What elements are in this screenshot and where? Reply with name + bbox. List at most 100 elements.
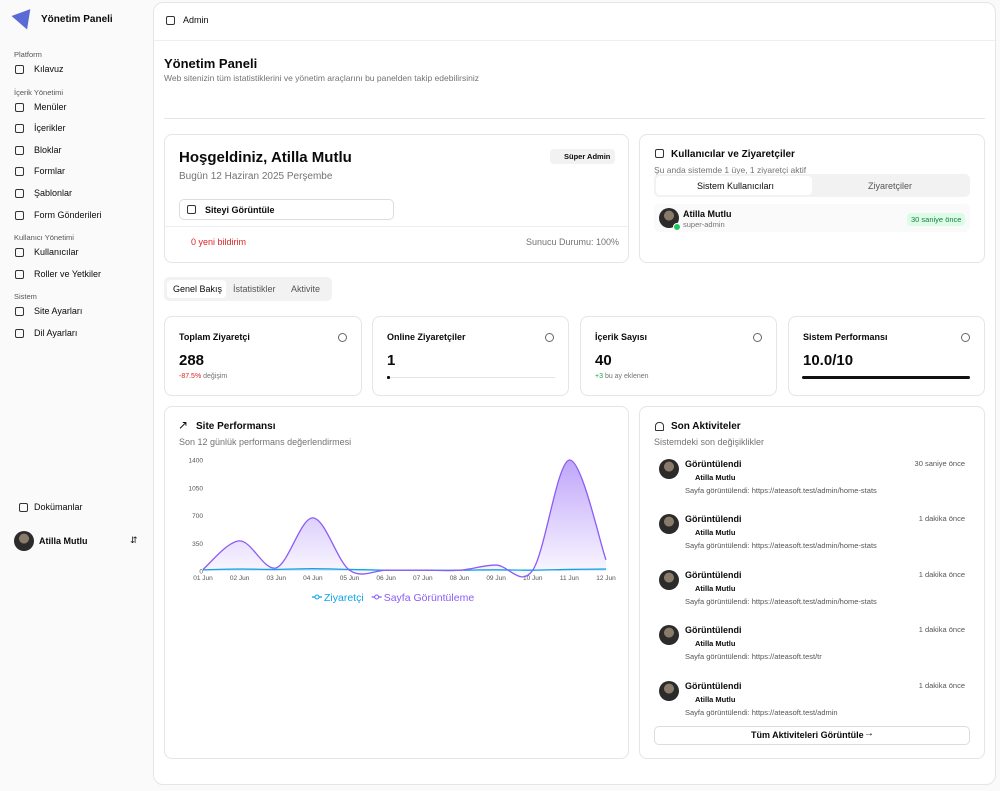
legend-swatch	[375, 595, 379, 599]
x-tick-label: 01 Jun	[193, 575, 213, 582]
x-tick-label: 11 Jun	[560, 575, 579, 582]
stat-value: 1	[387, 352, 395, 369]
icon	[655, 149, 664, 158]
legend-label: Sayfa Görüntüleme	[384, 592, 475, 604]
nav-item[interactable]: Site Ayarları	[34, 306, 82, 316]
page-title: Yönetim Paneli	[164, 56, 257, 71]
activities-title: Son Aktiviteler	[671, 421, 741, 432]
users-title: Kullanıcılar ve Ziyaretçiler	[671, 149, 795, 160]
chevron: ⇵	[130, 535, 138, 546]
group-label: Platform	[14, 50, 42, 59]
button-label[interactable]: Tüm Aktiviteleri Görüntüle	[751, 730, 864, 740]
icon	[15, 65, 24, 74]
icon	[15, 307, 24, 316]
stat-change-value: -87.5%	[179, 373, 201, 380]
stat-label: Sistem Performansı	[803, 332, 888, 342]
y-tick-label: 350	[192, 541, 203, 548]
page-subtitle: Web sitenizin tüm istatistiklerini ve yö…	[164, 73, 479, 83]
stat-card	[372, 316, 569, 396]
x-tick-label: 05 Jun	[340, 575, 360, 582]
stat-change-value: +3	[595, 373, 603, 380]
online-dot	[673, 223, 681, 231]
activity-user: Atilla Mutlu	[695, 473, 735, 482]
icon	[753, 333, 762, 342]
divider	[165, 226, 628, 227]
arrow: →	[864, 728, 874, 739]
avatar	[659, 459, 679, 479]
activity-action: Görüntülendi	[685, 681, 742, 691]
stat-change-text: değişim	[203, 373, 227, 380]
activity-user: Atilla Mutlu	[695, 528, 735, 537]
activity-user: Atilla Mutlu	[695, 584, 735, 593]
button-label[interactable]: Siteyi Görüntüle	[205, 205, 275, 215]
icon	[19, 503, 28, 512]
tab[interactable]: Sistem Kullanıcıları	[697, 181, 774, 191]
stat-label: Toplam Ziyaretçi	[179, 332, 250, 342]
y-tick-label: 700	[192, 513, 203, 520]
activities-subtitle: Sistemdeki son değişiklikler	[654, 437, 764, 447]
nav-item[interactable]: Menüler	[34, 102, 67, 112]
group-label: İçerik Yönetimi	[14, 88, 63, 97]
progress-dot	[387, 376, 390, 379]
user-role: super-admin	[683, 220, 725, 229]
icon	[15, 124, 24, 133]
nav-item[interactable]: Şablonlar	[34, 188, 72, 198]
user-name: Atilla Mutlu	[683, 209, 732, 219]
icon	[15, 167, 24, 176]
icon	[545, 333, 554, 342]
y-tick-label: 1050	[189, 485, 204, 492]
y-tick-label: 1400	[189, 458, 204, 465]
tab[interactable]: İstatistikler	[233, 284, 276, 294]
nav-item[interactable]: Formlar	[34, 166, 65, 176]
legend-swatch	[315, 595, 319, 599]
badge: Süper Admin	[550, 149, 615, 164]
stat-change: -87.5% değişim	[179, 373, 227, 380]
activity-detail: Sayfa görüntülendi: https://ateasoft.tes…	[685, 652, 822, 661]
nav-item[interactable]: Kılavuz	[34, 64, 64, 74]
tab[interactable]: Genel Bakış	[173, 284, 222, 294]
activity-action: Görüntülendi	[685, 514, 742, 524]
logo	[12, 9, 37, 33]
icon	[15, 103, 24, 112]
x-tick-label: 04 Jun	[303, 575, 323, 582]
activity-time: 30 saniye önce	[885, 459, 965, 468]
icon	[15, 146, 24, 155]
nav-item[interactable]: Bloklar	[34, 145, 62, 155]
nav-item[interactable]: Kullanıcılar	[34, 247, 79, 257]
user-time: 30 saniye önce	[907, 213, 965, 226]
user-name[interactable]: Atilla Mutlu	[39, 536, 88, 546]
divider	[154, 40, 995, 41]
activity-action: Görüntülendi	[685, 570, 742, 580]
stat-change-text: bu ay eklenen	[605, 373, 649, 380]
nav-item[interactable]: Dil Ayarları	[34, 328, 77, 338]
x-tick-label: 12 Jun	[596, 575, 616, 582]
x-tick-label: 02 Jun	[230, 575, 250, 582]
avatar	[659, 681, 679, 701]
x-tick-label: 08 Jun	[450, 575, 470, 582]
group-label: Kullanıcı Yönetimi	[14, 233, 74, 242]
stat-value: 10.0/10	[803, 352, 853, 369]
nav-item[interactable]: Form Gönderileri	[34, 210, 102, 220]
notifications[interactable]: 0 yeni bildirim	[179, 237, 246, 247]
avatar	[659, 570, 679, 590]
docs-link[interactable]: Dokümanlar	[34, 502, 83, 512]
area-fill	[203, 460, 606, 577]
icon	[655, 422, 664, 431]
nav-item[interactable]: İçerikler	[34, 123, 66, 133]
welcome-date: Bugün 12 Haziran 2025 Perşembe	[179, 171, 332, 182]
nav-item[interactable]: Roller ve Yetkiler	[34, 269, 101, 279]
icon	[15, 270, 24, 279]
icon	[338, 333, 347, 342]
icon	[187, 205, 196, 214]
icon	[961, 333, 970, 342]
tab[interactable]: Ziyaretçiler	[868, 181, 912, 191]
icon	[15, 211, 24, 220]
stat-label: Online Ziyaretçiler	[387, 332, 466, 342]
tab[interactable]: Aktivite	[291, 284, 320, 294]
icon	[15, 329, 24, 338]
activity-user: Atilla Mutlu	[695, 695, 735, 704]
legend-label: Ziyaretçi	[324, 592, 364, 604]
activity-user: Atilla Mutlu	[695, 639, 735, 648]
icon	[15, 189, 24, 198]
